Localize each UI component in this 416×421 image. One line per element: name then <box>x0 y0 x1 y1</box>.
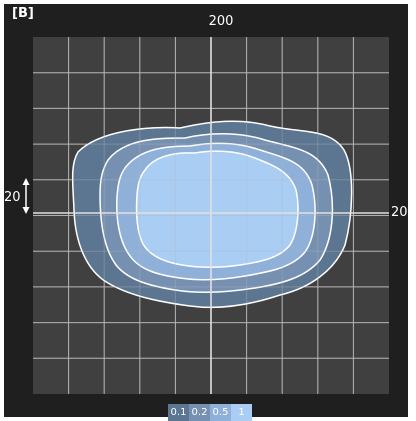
scale-arrow <box>22 178 30 214</box>
contour-level-1 <box>135 150 299 268</box>
legend-item-0-1: 0.1 <box>168 404 189 421</box>
legend-item-0-2: 0.2 <box>189 404 210 421</box>
legend-item-0-5: 0.5 <box>210 404 231 421</box>
top-axis-label: 200 <box>208 14 234 29</box>
legend-item-1: 1 <box>231 404 252 421</box>
panel-label: [B] <box>12 6 34 21</box>
legend: 0.1 0.2 0.5 1 <box>168 404 252 421</box>
scale-label: 20 <box>4 190 21 205</box>
right-axis-label: 200 <box>391 205 416 220</box>
